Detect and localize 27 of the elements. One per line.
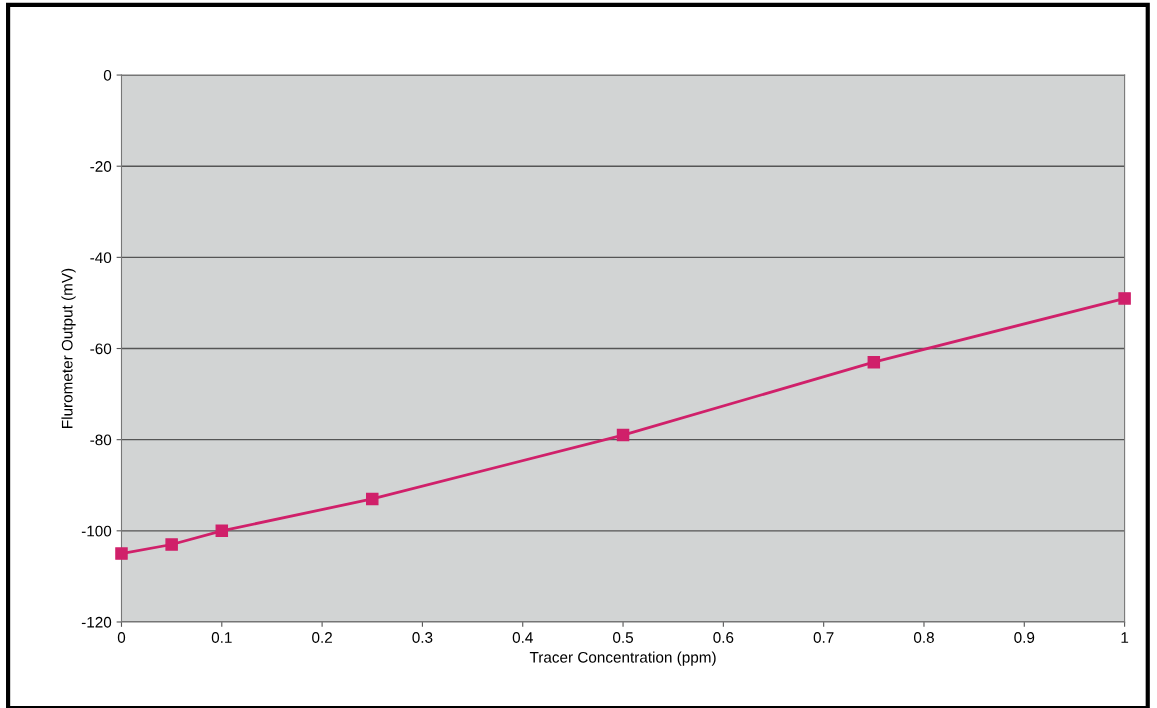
- point: [165, 538, 178, 551]
- y-tick-label: -60: [90, 343, 112, 355]
- x-tick-label: 0.1: [211, 632, 232, 643]
- y-tick-label: -100: [81, 525, 112, 537]
- x-tick-label: 0.5: [613, 632, 634, 643]
- x-tick-label: 0.9: [1014, 632, 1035, 643]
- x-tick-label: 0.4: [512, 632, 533, 643]
- x-tick-label: 0.3: [412, 632, 433, 643]
- y-tick-label: -120: [81, 616, 112, 628]
- y-axis-title: Flurometer Output (mV): [61, 268, 76, 428]
- point: [1118, 292, 1131, 305]
- point: [215, 524, 229, 538]
- x-tick-label: 0.8: [913, 632, 934, 643]
- x-tick-label: 0.6: [713, 632, 734, 643]
- point: [867, 355, 881, 369]
- y-tick-label: 0: [103, 69, 112, 81]
- x-tick-label: 0: [117, 632, 126, 643]
- point: [115, 547, 128, 560]
- x-tick-label: 0.2: [312, 632, 332, 643]
- y-tick-label: -40: [90, 252, 112, 264]
- point: [616, 428, 630, 442]
- point: [366, 492, 379, 506]
- x-axis-title: Tracer Concentration (ppm): [529, 651, 716, 666]
- y-tick-label: -20: [90, 161, 112, 172]
- x-tick-label: 0.7: [813, 632, 834, 643]
- y-tick-label: -80: [90, 434, 112, 446]
- x-tick-label: 1: [1121, 632, 1129, 643]
